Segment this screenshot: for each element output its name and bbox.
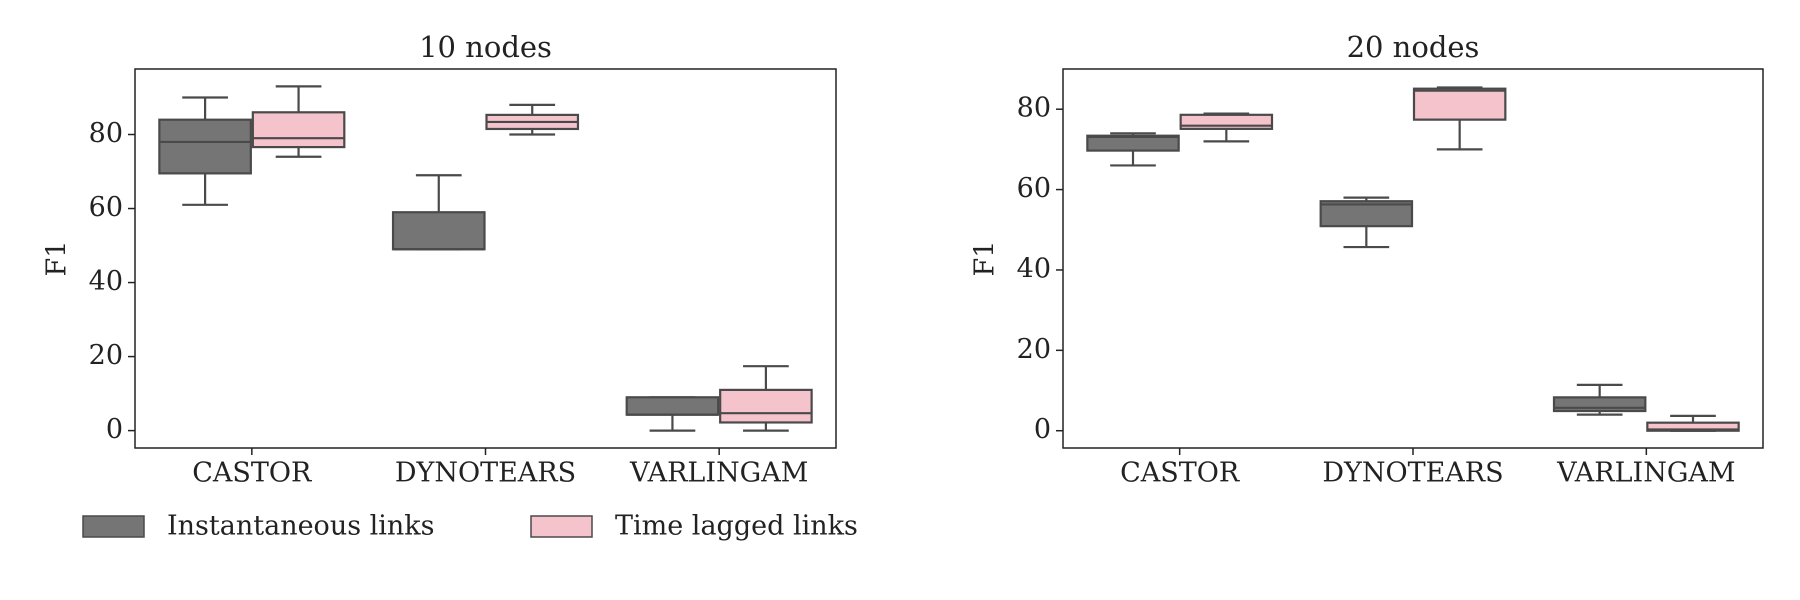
box [1412, 87, 1507, 121]
y-axis-label: F1 [42, 241, 73, 277]
box [1086, 134, 1180, 152]
y-tick-label: 40 [1017, 253, 1051, 284]
y-tick-label: 60 [89, 192, 123, 223]
legend-label: Instantaneous links [167, 511, 435, 542]
box [625, 396, 720, 416]
box [1179, 113, 1274, 130]
plot-frame [1062, 68, 1764, 449]
y-tick-label: 40 [89, 266, 123, 297]
y-tick-label: 60 [1017, 173, 1051, 204]
x-tick-label: DYNOTEARS [395, 458, 576, 489]
legend-label: Time lagged links [615, 511, 858, 542]
legend-swatch [82, 515, 145, 538]
box [1552, 396, 1647, 413]
box [719, 388, 813, 424]
x-tick-label: CASTOR [192, 458, 312, 489]
chart-title: 20 nodes [1347, 30, 1480, 64]
y-tick-label: 80 [1017, 93, 1051, 124]
x-tick-label: VARLINGAM [1556, 458, 1735, 489]
legend-swatch [530, 515, 593, 538]
box [1646, 421, 1740, 432]
box [391, 211, 486, 251]
x-tick-label: DYNOTEARS [1322, 458, 1503, 489]
x-tick-label: CASTOR [1120, 458, 1240, 489]
chart-title: 10 nodes [419, 30, 552, 64]
y-tick-label: 20 [1017, 334, 1051, 365]
box [251, 111, 346, 149]
x-tick-label: VARLINGAM [629, 458, 808, 489]
y-tick-label: 80 [89, 118, 123, 149]
y-tick-label: 20 [89, 340, 123, 371]
y-axis-label: F1 [970, 241, 1001, 277]
box [158, 118, 252, 175]
y-tick-label: 0 [1034, 414, 1051, 445]
y-tick-label: 0 [106, 414, 123, 445]
